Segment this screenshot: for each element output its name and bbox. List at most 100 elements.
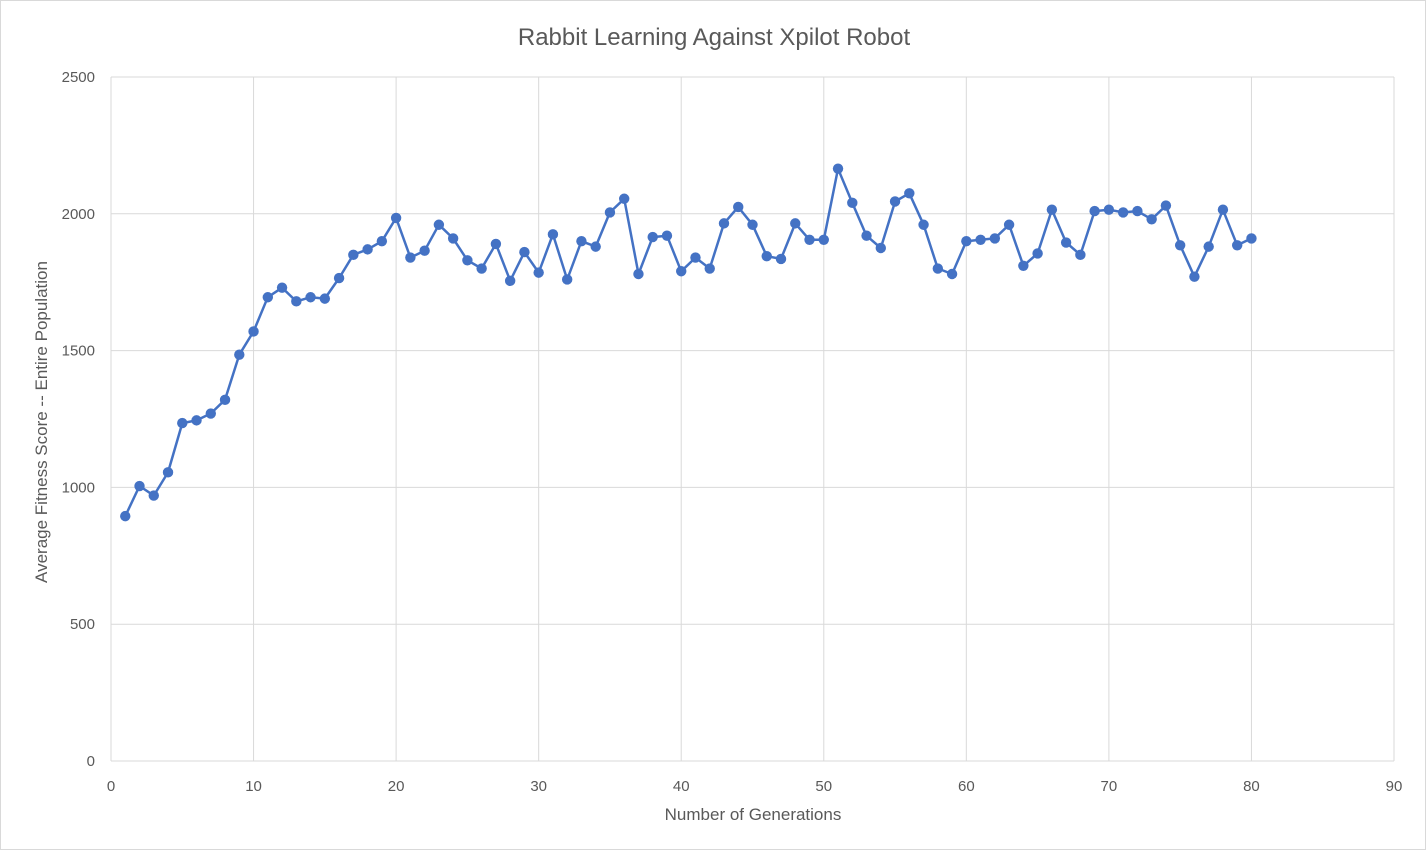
y-tick-label: 2500 [62, 69, 95, 86]
data-point [234, 349, 245, 360]
data-point [162, 467, 174, 478]
data-point [533, 267, 544, 278]
data-point [419, 245, 430, 256]
data-point [604, 207, 616, 218]
data-point [1060, 237, 1072, 248]
data-point [1174, 240, 1186, 251]
x-tick-label: 20 [388, 778, 405, 795]
tick-layer: 0 10 20 30 40 50 60 70 80 90 0 500 1000 1500 2000 2500 [62, 69, 1403, 795]
data-point [1246, 233, 1257, 244]
data-point [904, 188, 915, 199]
data-point [790, 218, 801, 229]
data-point [704, 263, 715, 274]
x-tick-label: 70 [1101, 778, 1118, 795]
data-point [1003, 219, 1015, 230]
data-point [1231, 240, 1243, 251]
data-point [775, 253, 787, 265]
data-point [248, 326, 259, 337]
data-point [305, 292, 316, 303]
data-point [1132, 205, 1143, 217]
data-point [333, 272, 345, 284]
data-point [405, 252, 416, 263]
data-point [875, 242, 886, 254]
data-point [576, 235, 587, 247]
data-point [847, 197, 858, 209]
data-point [476, 263, 487, 274]
x-tick-label: 40 [673, 778, 690, 795]
data-point [1160, 200, 1172, 211]
x-axis-label: Number of Generations [665, 805, 842, 824]
data-point [148, 490, 159, 501]
data-point [804, 234, 815, 245]
data-point [191, 415, 202, 426]
data-point [676, 266, 687, 277]
series-layer [120, 163, 1257, 522]
y-tick-label: 1000 [62, 479, 95, 496]
y-tick-label: 2000 [62, 206, 95, 223]
x-tick-label: 0 [107, 778, 115, 795]
data-point [861, 230, 872, 241]
y-tick-label: 500 [70, 616, 95, 633]
data-point [961, 235, 972, 247]
data-point [747, 219, 758, 230]
series-line [124, 167, 1252, 517]
data-point [1203, 241, 1214, 252]
data-point [818, 234, 829, 245]
y-tick-label: 0 [87, 753, 95, 770]
x-tick-label: 10 [245, 778, 262, 795]
data-point [1217, 204, 1229, 215]
data-point [718, 218, 730, 229]
x-tick-label: 50 [815, 778, 832, 795]
data-point [1075, 249, 1086, 261]
data-point [561, 274, 573, 285]
chart-title: Rabbit Learning Against Xpilot Robot [518, 24, 911, 51]
data-point [832, 163, 844, 174]
data-point [661, 230, 673, 241]
data-point [619, 193, 630, 204]
data-point [319, 293, 331, 304]
x-tick-label: 80 [1243, 778, 1260, 795]
y-axis-label: Average Fitness Score -- Entire Populati… [32, 261, 51, 583]
data-point [390, 212, 402, 224]
data-point [276, 282, 288, 293]
data-point [761, 251, 772, 262]
data-point [1089, 205, 1100, 217]
data-point [647, 231, 658, 243]
data-point [547, 229, 559, 240]
data-point [462, 255, 473, 266]
data-point [447, 233, 459, 244]
data-point [120, 510, 131, 522]
data-point [1117, 207, 1129, 218]
data-point [975, 234, 986, 245]
data-point [376, 235, 388, 247]
y-tick-label: 1500 [62, 343, 95, 360]
data-point [733, 201, 744, 213]
data-point [932, 263, 944, 274]
data-point [490, 238, 502, 250]
data-point [1146, 214, 1157, 225]
data-point [177, 417, 188, 429]
data-point [1046, 204, 1058, 215]
data-point [433, 219, 445, 230]
x-tick-label: 60 [958, 778, 975, 795]
data-point [1018, 260, 1029, 271]
data-point [205, 408, 216, 419]
data-point [348, 249, 359, 261]
data-point [690, 252, 701, 263]
data-point [291, 296, 302, 307]
data-point [1032, 248, 1043, 259]
data-point [262, 292, 274, 303]
data-point [889, 196, 901, 207]
data-point [134, 480, 145, 492]
grid-layer [110, 76, 1395, 762]
data-point [1103, 204, 1115, 215]
data-point [946, 268, 958, 280]
data-point [519, 246, 530, 258]
x-tick-label: 30 [530, 778, 547, 795]
data-point [219, 394, 231, 406]
data-point [989, 233, 1001, 244]
data-point [918, 219, 929, 230]
data-point [590, 241, 601, 252]
